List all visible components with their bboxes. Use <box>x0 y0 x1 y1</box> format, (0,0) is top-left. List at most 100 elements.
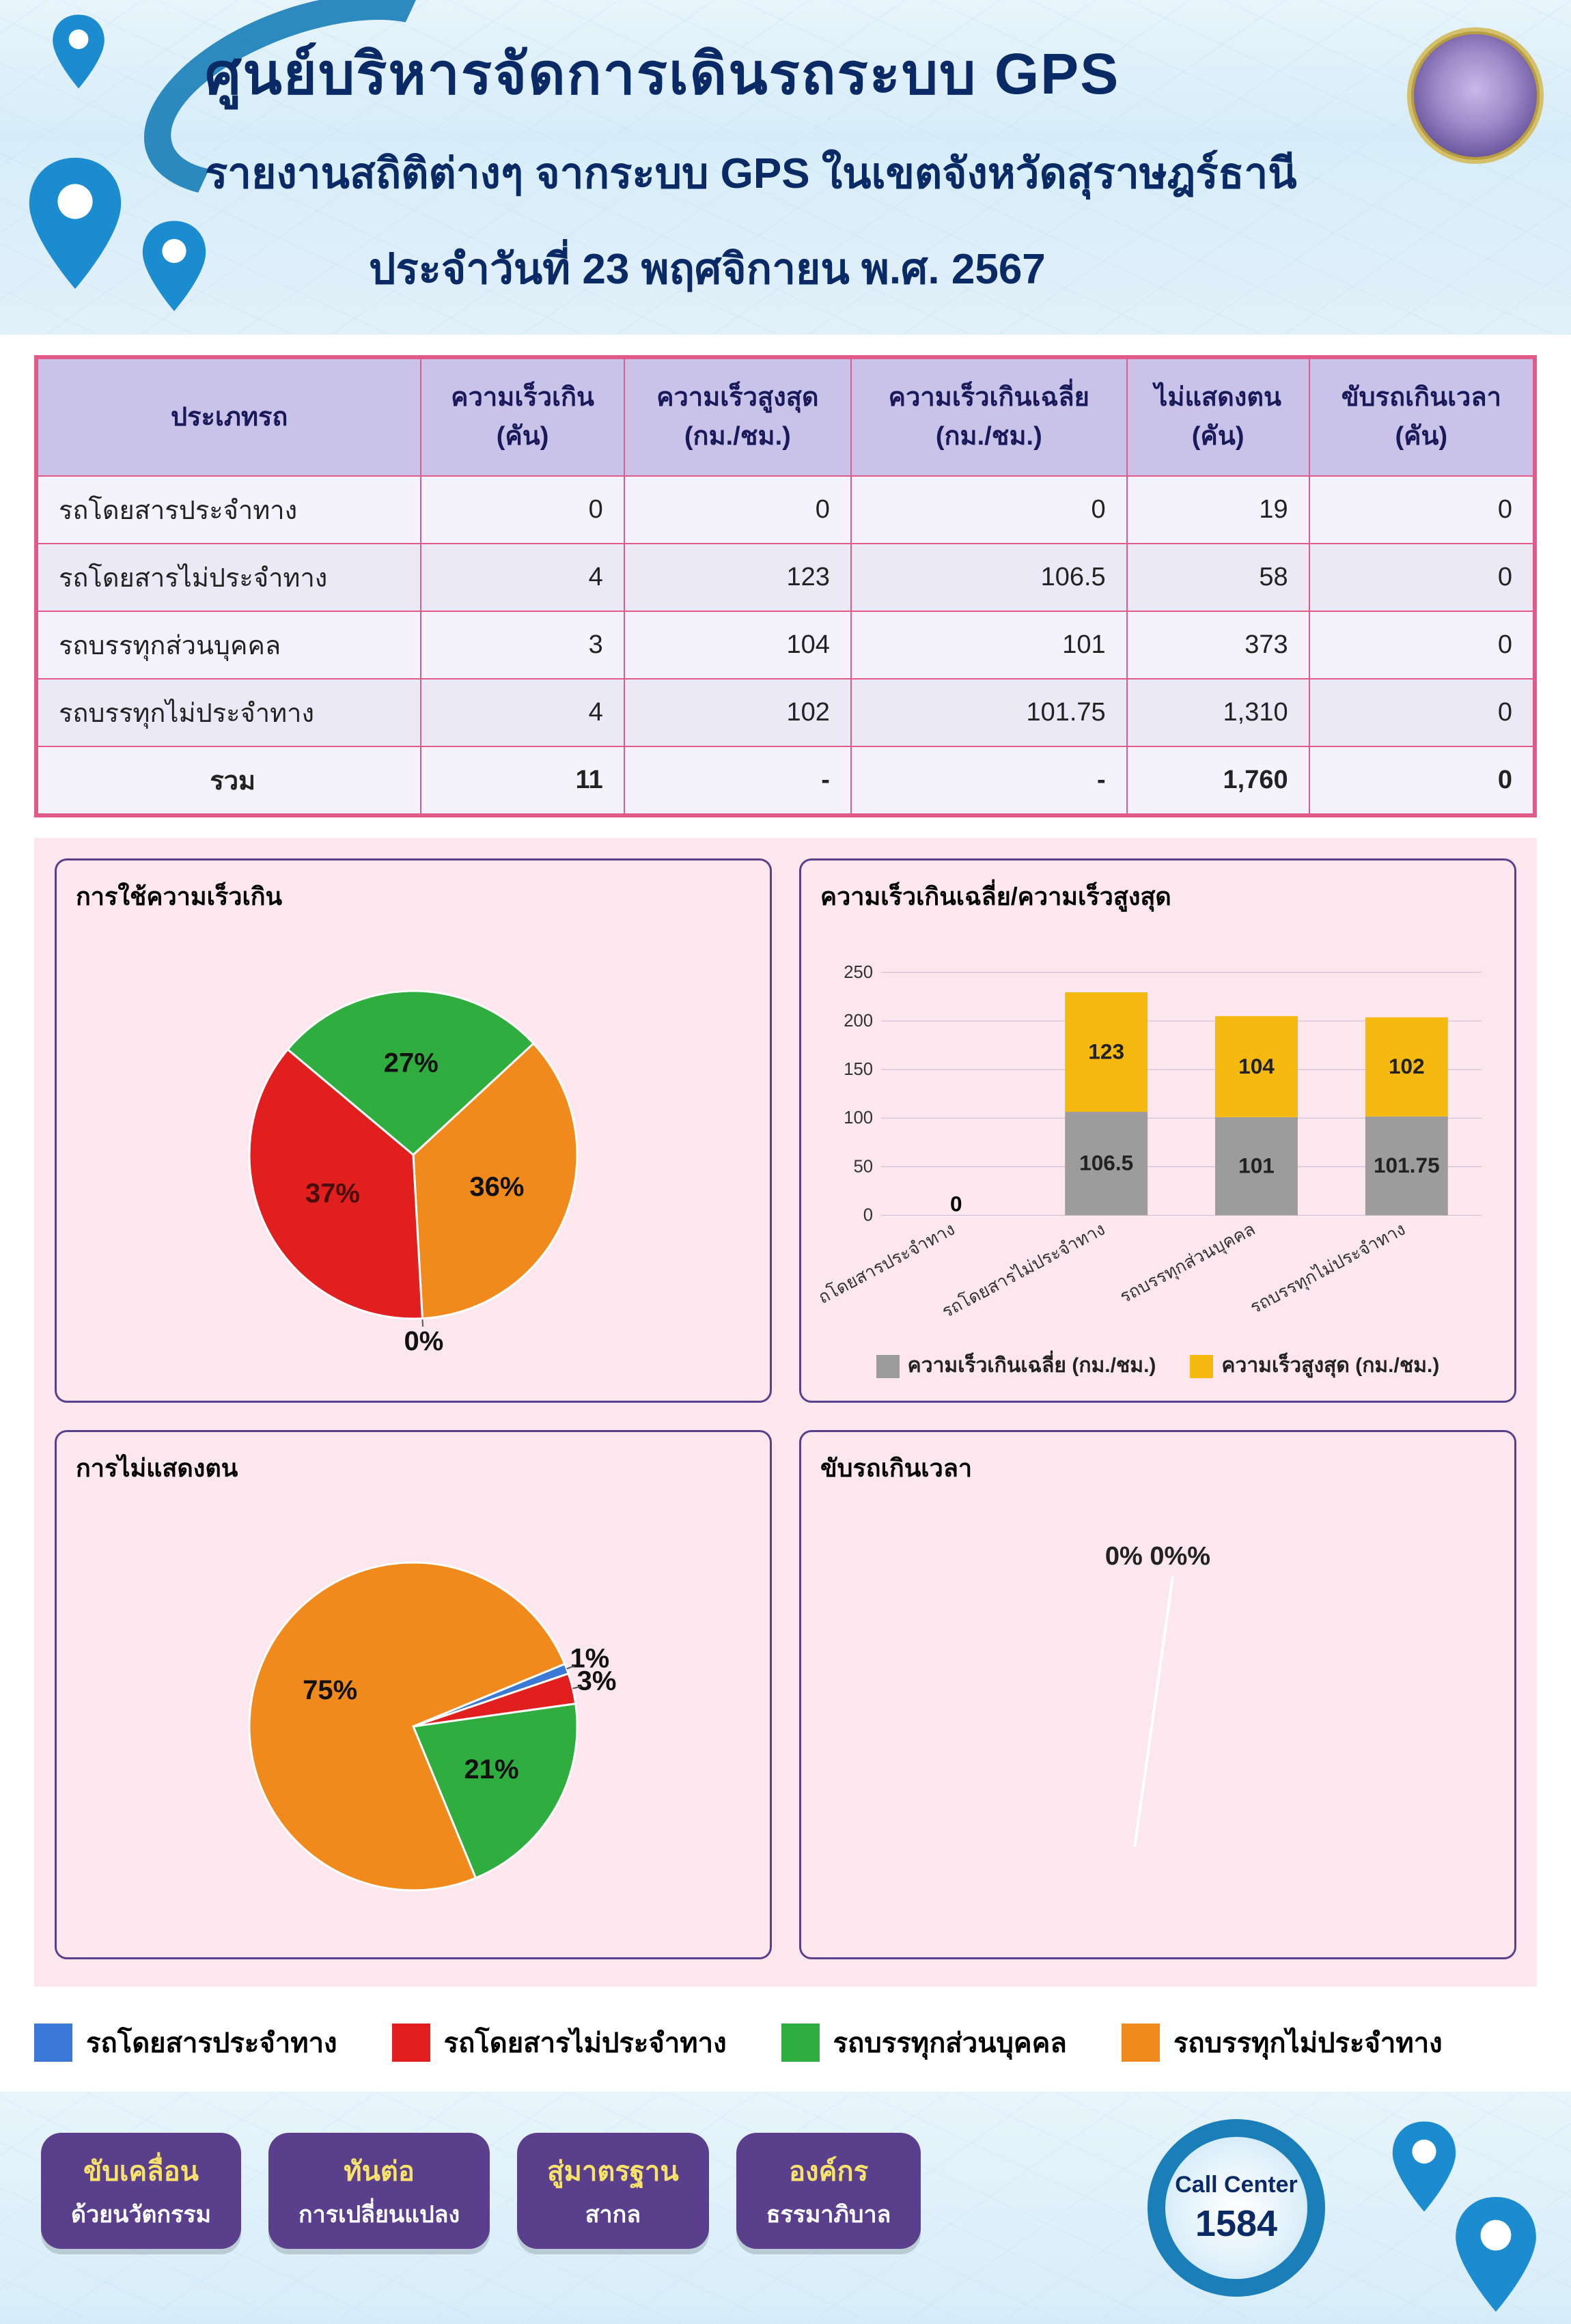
legend-swatch <box>34 2024 72 2062</box>
bar-value-label: 101 <box>1238 1153 1275 1178</box>
y-tick-label: 150 <box>844 1060 873 1079</box>
bar-chart-legend: ความเร็วเกินเฉลี่ย (กม./ชม.) ความเร็วสูงส… <box>820 1349 1495 1382</box>
row-label: รถบรรทุกส่วนบุคคล <box>38 611 421 679</box>
badge-line1: องค์กร <box>766 2149 891 2193</box>
pie-noshow-box: การไม่แสดงตน 21%75%1%3% <box>55 1430 772 1959</box>
row-value: 102 <box>624 679 851 746</box>
bar-value-label: 101.75 <box>1374 1153 1440 1177</box>
pie-label: 75% <box>303 1675 357 1705</box>
row-value: 373 <box>1127 611 1309 679</box>
table-header: ประเภทรถ <box>38 359 421 476</box>
table-header: ความเร็วเกินเฉลี่ย(กม./ชม.) <box>851 359 1127 476</box>
table-total-row: รวม11--1,7600 <box>38 746 1533 814</box>
x-tick-label: รถโดยสารไม่ประจำทาง <box>939 1219 1108 1321</box>
bar-chart-title: ความเร็วเกินเฉลี่ย/ความเร็วสูงสุด <box>820 877 1495 916</box>
legend-swatch <box>781 2024 820 2062</box>
category-legend: รถโดยสารประจำทาง รถโดยสารไม่ประจำทาง รถบรร… <box>34 2021 1537 2064</box>
map-pin-icon <box>20 157 130 300</box>
row-value: 101.75 <box>851 679 1127 746</box>
bar-value-label: 0 <box>950 1192 962 1216</box>
table-header: ขับรถเกินเวลา(คัน) <box>1309 359 1533 476</box>
footer-badge: องค์กรธรรมาภิบาล <box>736 2133 921 2249</box>
row-value: 4 <box>421 679 624 746</box>
call-center-label: Call Center <box>1175 2172 1298 2198</box>
page-title-main: ศูนย์บริหารจัดการเดินรถระบบ GPS <box>205 27 1120 119</box>
pie-label: 3% <box>577 1666 617 1696</box>
row-value: 58 <box>1127 544 1309 611</box>
map-pin-icon <box>48 14 109 96</box>
overtime-empty-chart: 0% 0%% <box>820 1501 1495 1911</box>
row-value: 106.5 <box>851 544 1127 611</box>
legend-label: รถบรรทุกไม่ประจำทาง <box>1173 2021 1443 2064</box>
row-value: 0 <box>1309 476 1533 544</box>
table-header: ความเร็วเกิน(คัน) <box>421 359 624 476</box>
row-value: 1,310 <box>1127 679 1309 746</box>
charts-area: การใช้ความเร็วเกิน 27%36%0%37% ความเร็วเ… <box>34 838 1537 1987</box>
row-value: 123 <box>624 544 851 611</box>
row-value: 4 <box>421 544 624 611</box>
bar-legend-item: ความเร็วเกินเฉลี่ย (กม./ชม.) <box>876 1349 1156 1382</box>
gov-seal-icon <box>1407 27 1544 164</box>
legend-label: รถโดยสารประจำทาง <box>86 2021 337 2064</box>
map-pin-icon <box>1448 2194 1544 2324</box>
bar-value-label: 123 <box>1088 1039 1124 1063</box>
row-value: 19 <box>1127 476 1309 544</box>
legend-item: รถบรรทุกส่วนบุคคล <box>781 2021 1067 2064</box>
y-tick-label: 50 <box>854 1157 874 1176</box>
bar-value-label: 104 <box>1238 1054 1275 1078</box>
pie-label: 36% <box>469 1172 524 1202</box>
bar-legend-item: ความเร็วสูงสุด (กม./ชม.) <box>1190 1349 1439 1382</box>
total-value: 0 <box>1309 746 1533 814</box>
legend-label: รถโดยสารไม่ประจำทาง <box>444 2021 727 2064</box>
stats-table-container: ประเภทรถความเร็วเกิน(คัน)ความเร็วสูงสุด(… <box>34 355 1537 817</box>
pie-speed-title: การใช้ความเร็วเกิน <box>76 877 751 916</box>
pie-noshow-title: การไม่แสดงตน <box>76 1448 751 1487</box>
legend-swatch <box>392 2024 430 2062</box>
badge-line2: การเปลี่ยนแปลง <box>298 2196 460 2232</box>
bar-value-label: 102 <box>1389 1054 1425 1078</box>
footer-badges: ขับเคลื่อนด้วยนวัตกรรมทันต่อการเปลี่ยนแป… <box>41 2133 921 2249</box>
pie-noshow-chart: 21%75%1%3% <box>76 1501 751 1938</box>
page-title-date: ประจำวันที่ 23 พฤศจิกายน พ.ศ. 2567 <box>369 236 1046 303</box>
y-tick-label: 250 <box>844 963 873 982</box>
row-value: 0 <box>1309 679 1533 746</box>
x-tick-label: รถโดยสารประจำทาง <box>820 1219 958 1312</box>
badge-line2: ธรรมาภิบาล <box>766 2196 891 2232</box>
row-label: รถบรรทุกไม่ประจำทาง <box>38 679 421 746</box>
y-tick-label: 200 <box>844 1011 873 1031</box>
row-label: รถโดยสารประจำทาง <box>38 476 421 544</box>
bar-chart: 0501001502002500รถโดยสารประจำทาง106.5123… <box>820 929 1495 1343</box>
overtime-title: ขับรถเกินเวลา <box>820 1448 1495 1487</box>
call-center-badge: Call Center 1584 <box>1148 2119 1325 2297</box>
badge-line1: ขับเคลื่อน <box>71 2149 211 2193</box>
overtime-box: ขับรถเกินเวลา 0% 0%% <box>799 1430 1516 1959</box>
row-value: 3 <box>421 611 624 679</box>
footer-badge: ทันต่อการเปลี่ยนแปลง <box>268 2133 490 2249</box>
row-value: 0 <box>1309 544 1533 611</box>
legend-item: รถบรรทุกไม่ประจำทาง <box>1122 2021 1443 2064</box>
map-pin-icon <box>137 219 212 321</box>
table-header: ความเร็วสูงสุด(กม./ชม.) <box>624 359 851 476</box>
row-value: 101 <box>851 611 1127 679</box>
stats-table: ประเภทรถความเร็วเกิน(คัน)ความเร็วสูงสุด(… <box>37 358 1534 815</box>
badge-line2: ด้วยนวัตกรรม <box>71 2196 211 2232</box>
table-header: ไม่แสดงตน(คัน) <box>1127 359 1309 476</box>
bar-value-label: 106.5 <box>1079 1151 1133 1175</box>
row-value: 0 <box>1309 611 1533 679</box>
x-tick-label: รถบรรทุกส่วนบุคคล <box>1117 1220 1259 1308</box>
legend-item: รถโดยสารไม่ประจำทาง <box>392 2021 727 2064</box>
badge-line1: ทันต่อ <box>298 2149 460 2193</box>
pie-label: 21% <box>464 1754 519 1784</box>
pie-label: 27% <box>384 1048 439 1078</box>
footer-badge: ขับเคลื่อนด้วยนวัตกรรม <box>41 2133 241 2249</box>
table-row: รถโดยสารไม่ประจำทาง4123106.5580 <box>38 544 1533 611</box>
y-tick-label: 100 <box>844 1108 873 1128</box>
legend-swatch <box>1122 2024 1160 2062</box>
footer-banner: ขับเคลื่อนด้วยนวัตกรรมทันต่อการเปลี่ยนแป… <box>0 2092 1571 2324</box>
total-value: - <box>851 746 1127 814</box>
row-label: รถโดยสารไม่ประจำทาง <box>38 544 421 611</box>
table-row: รถบรรทุกส่วนบุคคล31041013730 <box>38 611 1533 679</box>
page-title-sub1: รายงานสถิติต่างๆ จากระบบ GPS ในเขตจังหวั… <box>205 140 1297 207</box>
table-row: รถโดยสารประจำทาง000190 <box>38 476 1533 544</box>
bar-chart-box: ความเร็วเกินเฉลี่ย/ความเร็วสูงสุด 0 50 100… <box>799 858 1516 1403</box>
